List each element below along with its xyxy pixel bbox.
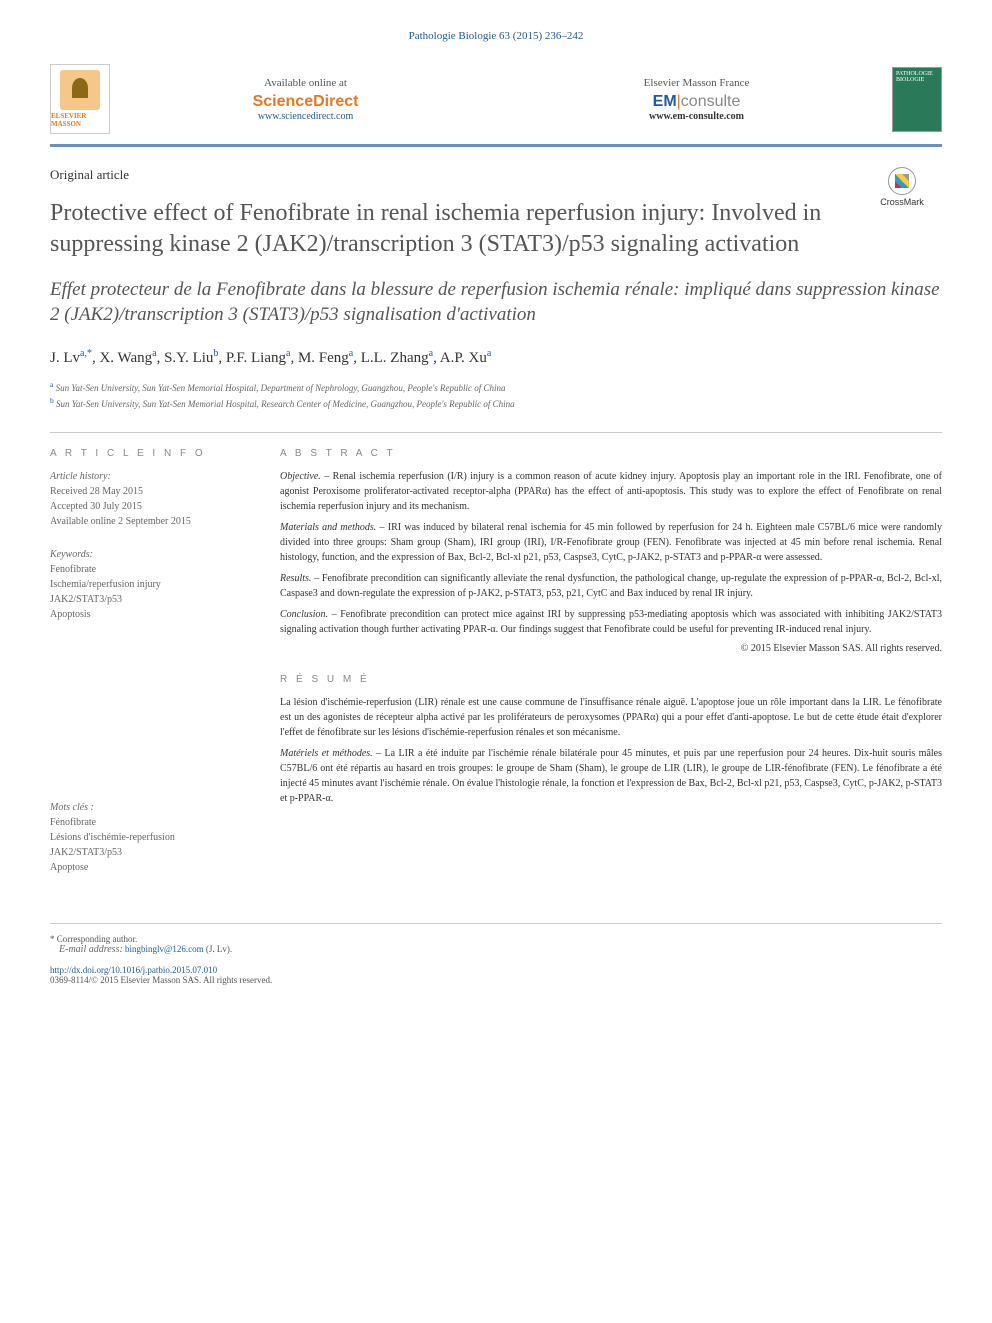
abstract-results: Results. – Fenofibrate precondition can …	[280, 571, 942, 601]
journal-cover-thumbnail: PATHOLOGIE BIOLOGIE	[892, 67, 942, 132]
issn-copyright: 0369-8114/© 2015 Elsevier Masson SAS. Al…	[50, 975, 942, 985]
doi-link[interactable]: http://dx.doi.org/10.1016/j.patbio.2015.…	[50, 965, 942, 975]
abstract-copyright: © 2015 Elsevier Masson SAS. All rights r…	[280, 643, 942, 654]
article-history: Article history: Received 28 May 2015 Ac…	[50, 469, 250, 529]
keywords-block: Keywords: Fenofibrate Ischemia/reperfusi…	[50, 547, 250, 622]
abstract-column: A B S T R A C T Objective. – Renal ische…	[280, 448, 942, 893]
author-email-link[interactable]: bingbinglv@126.com	[125, 944, 204, 954]
sciencedirect-url[interactable]: www.sciencedirect.com	[253, 111, 359, 122]
article-info-column: A R T I C L E I N F O Article history: R…	[50, 448, 250, 893]
affiliations: a Sun Yat-Sen University, Sun Yat-Sen Me…	[50, 379, 942, 412]
crossmark-icon	[888, 167, 916, 195]
resume-heading: R É S U M É	[280, 674, 942, 685]
emconsulte-url[interactable]: www.em-consulte.com	[644, 111, 750, 122]
motscles-block: Mots clés : Fénofibrate Lésions d'ischém…	[50, 800, 250, 875]
abstract-heading: A B S T R A C T	[280, 448, 942, 459]
abstract-materials: Materials and methods. – IRI was induced…	[280, 520, 942, 565]
emconsulte-block: Elsevier Masson France EM|consulte www.e…	[644, 77, 750, 122]
elsevier-tree-icon	[60, 70, 100, 110]
emconsulte-logo: EM|consulte	[644, 93, 750, 111]
article-type: Original article	[50, 167, 942, 183]
page-footer: * Corresponding author. E-mail address: …	[50, 923, 942, 985]
sciencedirect-logo: ScienceDirect	[253, 93, 359, 111]
journal-citation: Pathologie Biologie 63 (2015) 236–242	[50, 30, 942, 42]
resume-materiels: Matériels et méthodes. – La LIR a été in…	[280, 746, 942, 806]
publisher-bar: ELSEVIER MASSON Available online at Scie…	[50, 54, 942, 147]
resume-intro: La lésion d'ischémie-reperfusion (LIR) r…	[280, 695, 942, 740]
authors-list: J. Lva,*, X. Wanga, S.Y. Liub, P.F. Lian…	[50, 348, 942, 367]
abstract-conclusion: Conclusion. – Fenofibrate precondition c…	[280, 607, 942, 637]
sciencedirect-block: Available online at ScienceDirect www.sc…	[253, 77, 359, 122]
article-title-english: Protective effect of Fenofibrate in rena…	[50, 198, 942, 260]
corresponding-author: * Corresponding author. E-mail address: …	[50, 934, 942, 955]
crossmark-badge[interactable]: CrossMark	[862, 167, 942, 207]
article-title-french: Effet protecteur de la Fenofibrate dans …	[50, 278, 942, 327]
article-info-heading: A R T I C L E I N F O	[50, 448, 250, 459]
abstract-objective: Objective. – Renal ischemia reperfusion …	[280, 469, 942, 514]
elsevier-logo: ELSEVIER MASSON	[50, 64, 110, 134]
